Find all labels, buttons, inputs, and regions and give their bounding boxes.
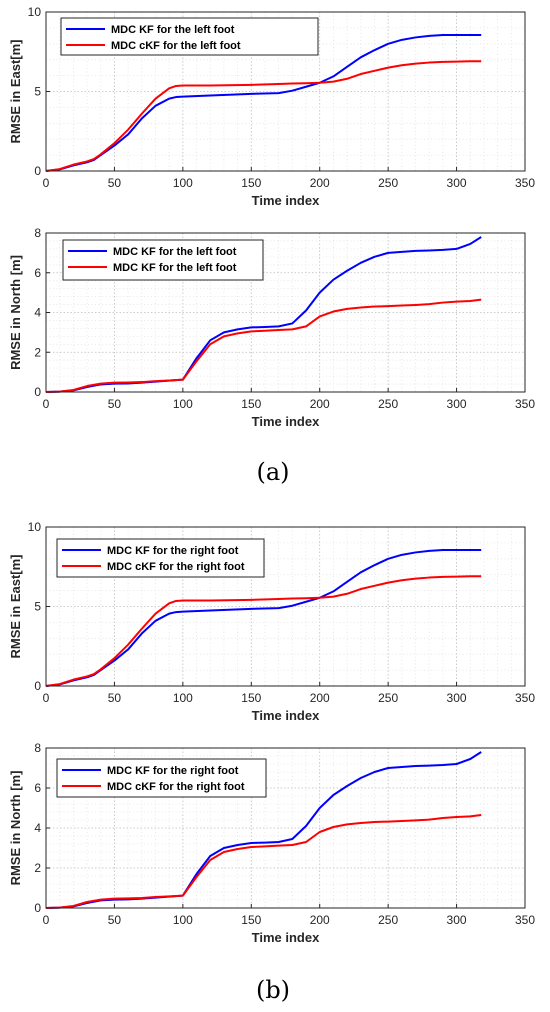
legend-entry: MDC cKF for the left foot bbox=[111, 40, 241, 52]
legend-box bbox=[60, 17, 319, 56]
x-tick-label: 250 bbox=[378, 691, 398, 705]
x-tick-label: 50 bbox=[108, 176, 122, 190]
x-tick-label: 200 bbox=[310, 913, 330, 927]
x-tick-label: 300 bbox=[447, 691, 467, 705]
x-tick-label: 0 bbox=[43, 691, 50, 705]
legend-box bbox=[56, 538, 265, 578]
y-tick-label: 0 bbox=[34, 901, 41, 915]
x-tick-label: 250 bbox=[378, 397, 398, 411]
x-tick-label: 50 bbox=[108, 397, 122, 411]
x-tick-label: 300 bbox=[447, 397, 467, 411]
x-tick-label: 200 bbox=[310, 397, 330, 411]
y-tick-label: 0 bbox=[34, 164, 41, 178]
y-tick-label: 4 bbox=[34, 821, 41, 835]
x-tick-label: 100 bbox=[173, 913, 193, 927]
x-tick-label: 0 bbox=[43, 913, 50, 927]
chart-east-left-foot: 0 50 100 150 200 250 300 350 0 5 10 Time index RMSE … bbox=[8, 5, 535, 208]
x-tick-label: 100 bbox=[173, 397, 193, 411]
series-line-ckf bbox=[45, 814, 482, 909]
panel-label-b: (b) bbox=[256, 976, 290, 1004]
x-tick-label: 150 bbox=[241, 691, 261, 705]
x-tick-label: 50 bbox=[108, 691, 122, 705]
x-tick-label: 350 bbox=[515, 176, 535, 190]
y-axis-label: RMSE in East[m] bbox=[8, 39, 23, 143]
x-axis-label: Time index bbox=[252, 708, 320, 723]
x-tick-label: 150 bbox=[241, 397, 261, 411]
y-tick-label: 6 bbox=[34, 266, 41, 280]
chart-east-right-foot: 0 50 100 150 200 250 300 350 0 5 10 Time index RMSE … bbox=[8, 520, 535, 723]
chart-north-left-foot: 0 50 100 150 200 250 300 350 0 2 4 6 8 Time index RMSE… bbox=[8, 226, 535, 429]
x-tick-label: 250 bbox=[378, 176, 398, 190]
legend-entry: MDC KF for the left foot bbox=[113, 262, 237, 274]
y-tick-label: 4 bbox=[34, 306, 41, 320]
legend-entry: MDC KF for the left foot bbox=[111, 24, 235, 36]
y-tick-label: 0 bbox=[34, 385, 41, 399]
y-tick-label: 5 bbox=[34, 600, 41, 614]
y-tick-label: 5 bbox=[34, 85, 41, 99]
legend: MDC KF for the right foot MDC cKF for the… bbox=[56, 758, 267, 798]
y-axis-label: RMSE in East[m] bbox=[8, 554, 23, 658]
y-tick-label: 10 bbox=[28, 5, 42, 19]
series-line-ckf bbox=[45, 60, 482, 172]
x-tick-label: 150 bbox=[241, 913, 261, 927]
legend-entry: MDC KF for the right foot bbox=[107, 765, 239, 777]
x-tick-label: 350 bbox=[515, 397, 535, 411]
legend: MDC KF for the right foot MDC cKF for the… bbox=[56, 538, 265, 578]
legend-entry: MDC KF for the left foot bbox=[113, 246, 237, 258]
y-tick-label: 2 bbox=[34, 345, 41, 359]
x-tick-label: 200 bbox=[310, 691, 330, 705]
y-tick-label: 8 bbox=[34, 741, 41, 755]
x-tick-label: 100 bbox=[173, 176, 193, 190]
x-tick-label: 100 bbox=[173, 691, 193, 705]
x-tick-label: 350 bbox=[515, 913, 535, 927]
series-line-ckf bbox=[45, 298, 482, 393]
y-tick-label: 8 bbox=[34, 226, 41, 240]
x-tick-label: 250 bbox=[378, 913, 398, 927]
y-axis-label: RMSE in North [m] bbox=[8, 771, 23, 886]
legend-box bbox=[62, 239, 264, 281]
x-tick-label: 150 bbox=[241, 176, 261, 190]
legend-entry: MDC KF for the right foot bbox=[107, 545, 239, 557]
x-tick-label: 300 bbox=[447, 176, 467, 190]
panel-label-a: (a) bbox=[256, 458, 289, 486]
chart-north-right-foot: 0 50 100 150 200 250 300 350 0 2 4 6 8 Time index RMSE… bbox=[8, 741, 535, 945]
x-axis-label: Time index bbox=[252, 930, 320, 945]
legend-box bbox=[56, 758, 267, 798]
legend-entry: MDC cKF for the right foot bbox=[107, 781, 245, 793]
series-line-ckf bbox=[45, 575, 482, 687]
x-tick-label: 0 bbox=[43, 397, 50, 411]
legend: MDC KF for the left foot MDC KF for the l… bbox=[62, 239, 264, 281]
x-tick-label: 200 bbox=[310, 176, 330, 190]
x-tick-label: 50 bbox=[108, 913, 122, 927]
y-tick-label: 2 bbox=[34, 861, 41, 875]
y-tick-label: 10 bbox=[28, 520, 42, 534]
y-tick-label: 6 bbox=[34, 781, 41, 795]
legend: MDC KF for the left foot MDC cKF for the … bbox=[60, 17, 319, 56]
y-axis-label: RMSE in North [m] bbox=[8, 255, 23, 370]
x-tick-label: 350 bbox=[515, 691, 535, 705]
legend-entry: MDC cKF for the right foot bbox=[107, 561, 245, 573]
x-tick-label: 300 bbox=[447, 913, 467, 927]
x-tick-label: 0 bbox=[43, 176, 50, 190]
y-tick-label: 0 bbox=[34, 679, 41, 693]
x-axis-label: Time index bbox=[252, 414, 320, 429]
x-axis-label: Time index bbox=[252, 193, 320, 208]
